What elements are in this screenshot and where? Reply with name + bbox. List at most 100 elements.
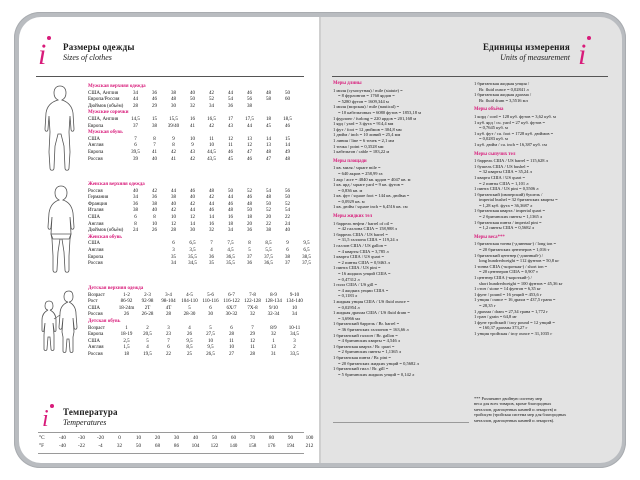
table-cell: 37,5 (264, 254, 273, 260)
table-row: Англия 6 7 8 9 10 11 12 13 14 (88, 143, 298, 150)
temperature-cell: -40 (59, 442, 66, 449)
table-cell: 122-128 (244, 299, 261, 305)
table-cell: 6 (167, 345, 170, 351)
table-cell: 38 (171, 90, 176, 96)
man-silhouette (37, 82, 83, 179)
row-label: Дюймов (объём) (88, 228, 124, 234)
table-cell: 5 (248, 247, 251, 253)
table-cell: 49 (285, 149, 290, 155)
book-gutter (319, 17, 321, 463)
table-row: США, Англия 14,5 15 15,5 16 16,5 17 17,5 18 18,5 (88, 117, 298, 124)
table-cell: 1-2 (123, 292, 130, 298)
measure-line: = 1,2 пинты США = 0,5682 л (479, 225, 535, 231)
measure-line: 1 жидкая драхма США / US fluid dram = (333, 310, 410, 316)
table-cell: 39/40 (167, 123, 180, 129)
footnote-line: *** Различают двойную систему мер (474, 396, 543, 401)
measure-line: 1 жидкая унция США / US fluid ounce = (333, 298, 410, 304)
footnote-line: тройскую (тройская система мер для благо… (474, 412, 567, 418)
table-cell: 50 (247, 208, 252, 214)
table-cell: 18 (266, 116, 271, 122)
table-cell: 6,5 (189, 241, 196, 247)
table-cell: 26,5 (206, 351, 215, 357)
table-row: Россия 40 42 44 46 48 50 52 54 56 (88, 189, 298, 196)
table-row: США, Англия 34 36 38 40 42 44 46 48 50 (88, 91, 298, 98)
table-cell: 42 (190, 201, 195, 207)
row-label: Англия (88, 247, 104, 253)
units-title-rule (332, 76, 608, 77)
footnote-line: веса для всех товаров, кроме благородных (474, 401, 552, 407)
table-cell: 19,5 (143, 351, 152, 357)
table-cell: 18,5 (283, 116, 292, 122)
table-cell: 10 (171, 214, 176, 220)
table-cell: 20 (266, 214, 271, 220)
measure-line: = 4 британских кварты = 4,546 л (338, 338, 401, 344)
table-cell: 50 (190, 97, 195, 103)
measure-line: = 28,35 г (479, 302, 496, 308)
measure-group-heading: Меры площади (333, 158, 367, 164)
measure-line: 1 баррель США / US barrel = 115,628 л (474, 158, 548, 164)
table-cell: 16,5 (207, 116, 216, 122)
table-cell: 50 (285, 90, 290, 96)
measure-line: = 32 кварты США = 35,24 л (479, 169, 532, 175)
measure-line: imperial bushel = 32 британских кварты = (479, 197, 558, 203)
table-cell: 37 (247, 254, 252, 260)
table-cell: 3 (293, 338, 296, 344)
table-cell: 11 (209, 136, 214, 142)
units-column-right: 1 британская жидкая унция / Br. fluid oun… (474, 81, 614, 337)
row-label: США (88, 136, 100, 142)
measure-line: = 160,37 драхмы 373,27 г (479, 325, 528, 331)
table-cell: 28-30 (183, 312, 196, 318)
temperature-title-en: Temperatures (63, 418, 107, 427)
table-cell: 22 (166, 351, 171, 357)
table-row: США 6 8 10 12 14 16 18 20 22 (88, 215, 298, 222)
units-badge-letter: i (578, 38, 587, 71)
table-row: США 2,5 5 7 9,5 10 11 12 1 3 (88, 339, 300, 346)
table-cell: 6 (134, 214, 137, 220)
footnote-line: металлов, драгоценных камней и лекарств)… (474, 417, 555, 423)
measure-line: 1 кварта США / US quart = (333, 254, 385, 260)
table-cell: 36 (247, 261, 252, 267)
measure-line: 1 тонна США (-короткая-) / short ton = (474, 263, 548, 269)
table-cell: 16 (228, 214, 233, 220)
measure-line: 1 гран / grain = 64,8 мг (474, 314, 518, 320)
table-cell: 43 (228, 123, 233, 129)
table-cell: 6 (172, 241, 175, 247)
measure-line: 1 драхма / dram = 27,34 грана = 1,772 г (474, 308, 549, 314)
table-cell: 44 (209, 201, 214, 207)
row-label: Англия (88, 221, 104, 227)
table-cell: 48 (266, 195, 271, 201)
measure-line: = 36 британских галлонов = 163,66 л (338, 326, 409, 332)
women-sizes-table: Женская верхняя одежда Россия 40 42 44 46 48 50… (88, 182, 311, 268)
table-cell: 11 (250, 345, 255, 351)
table-cell: 26 (187, 332, 192, 338)
table-cell: 35,5 (188, 254, 197, 260)
measure-line: 1 британский гилл / Br. gill = (333, 366, 389, 372)
table-cell: 3,5 (189, 247, 196, 253)
table-cell: 41 (190, 123, 195, 129)
table-cell: 5,5 (265, 247, 272, 253)
temperature-cell: 80 (268, 435, 275, 441)
table-cell: 36,5 (226, 254, 235, 260)
temperature-title-ru: Температура (63, 407, 118, 417)
table-cell: 3-4 (165, 292, 172, 298)
measure-line: 1 точка / point = 0,3528 мм (333, 143, 384, 149)
measure-line: = 0,1183 л (338, 293, 358, 299)
table-cell: 6,5 (303, 247, 310, 253)
measure-line: = 4 кварты США = 3,785 л (338, 248, 389, 254)
table-row: Возраст 1 2 3 4 5 6 7 8/9 10-11 (88, 326, 300, 333)
measure-line: 1 кабельтов / cable = 183,22 м (333, 149, 390, 155)
measure-line: 1 унция / ounce = 16 драхм = 437,5 грана… (474, 297, 556, 303)
table-cell: 9,5 (186, 338, 193, 344)
table-cell: 98-104 (161, 299, 176, 305)
table-cell: 30 (190, 228, 195, 234)
temperature-cell: 30 (173, 435, 180, 441)
table-cell: 30 (171, 103, 176, 109)
table-cell: 35 (171, 254, 176, 260)
table-cell: 35 (209, 261, 214, 267)
table-row: Европа/Россия 44 46 48 50 52 54 56 58 60 (88, 97, 298, 104)
temperature-cell: 10 (135, 435, 142, 441)
measure-line: 1 куб. ярд / cu. yard = 27 куб. футов = (474, 119, 546, 125)
table-cell: 6X/7 (226, 305, 237, 311)
measure-line: = 2 британских пинты = 1,1365 л (338, 349, 402, 355)
table-cell: 6 (230, 325, 233, 331)
